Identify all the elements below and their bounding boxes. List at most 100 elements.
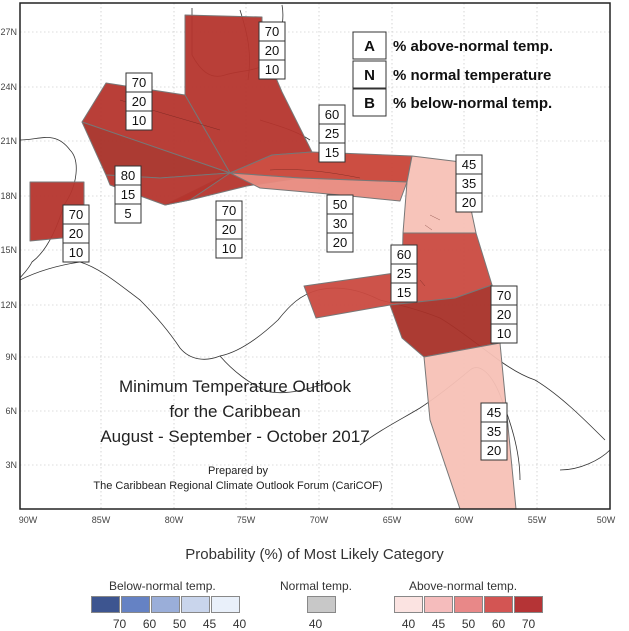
svg-text:N: N — [364, 67, 375, 84]
legend-value: 40 — [308, 617, 323, 631]
svg-text:75W: 75W — [237, 515, 256, 525]
legend-value: 50 — [461, 617, 476, 631]
svg-text:12N: 12N — [0, 300, 17, 310]
swatch-above-50 — [454, 596, 483, 613]
map-frame — [19, 2, 611, 510]
lon-axis: 90W 85W 80W 75W 70W 65W 60W 55W 50W — [19, 515, 616, 525]
prob-box-west-caribbean: 80 15 5 — [114, 165, 142, 224]
prob-box-belize: 70 20 10 — [62, 204, 90, 263]
svg-text:20: 20 — [462, 195, 476, 210]
svg-text:20: 20 — [222, 222, 236, 237]
legend-value: 70 — [112, 617, 127, 631]
svg-text:65W: 65W — [383, 515, 402, 525]
svg-text:Minimum Temperature Outlook: Minimum Temperature Outlook — [119, 377, 352, 396]
legend-value: 60 — [142, 617, 157, 631]
legend-below-label: Below-normal temp. — [109, 579, 216, 593]
svg-text:50W: 50W — [597, 515, 616, 525]
svg-text:70: 70 — [222, 203, 236, 218]
svg-text:5: 5 — [124, 206, 131, 221]
svg-text:% below-normal temp.: % below-normal temp. — [393, 95, 552, 112]
map-title: Minimum Temperature Outlook for the Cari… — [93, 377, 382, 492]
svg-text:B: B — [364, 95, 375, 112]
legend-normal-label: Normal temp. — [280, 579, 353, 593]
probability-legend: Probability (%) of Most Likely Category … — [0, 535, 629, 631]
svg-text:80: 80 — [121, 168, 135, 183]
svg-text:% normal temperature: % normal temperature — [393, 67, 551, 84]
svg-text:Prepared by: Prepared by — [208, 465, 268, 477]
legend-value: 60 — [491, 617, 506, 631]
legend-value: 40 — [232, 617, 247, 631]
prob-box-hispaniola: 60 25 15 — [318, 104, 346, 163]
svg-text:25: 25 — [325, 126, 339, 141]
svg-text:15: 15 — [325, 145, 339, 160]
prob-box-jamaica: 70 20 10 — [215, 200, 243, 259]
svg-text:6N: 6N — [5, 406, 17, 416]
svg-text:10: 10 — [265, 62, 279, 77]
svg-text:35: 35 — [462, 176, 476, 191]
legend-value: 45 — [202, 617, 217, 631]
legend-value: 70 — [521, 617, 536, 631]
prob-box-leeward: 45 35 20 — [455, 154, 483, 213]
svg-text:The Caribbean Regional Climate: The Caribbean Regional Climate Outlook F… — [93, 480, 382, 492]
svg-text:20: 20 — [333, 235, 347, 250]
svg-text:90W: 90W — [19, 515, 38, 525]
svg-text:18N: 18N — [0, 191, 17, 201]
svg-text:70W: 70W — [310, 515, 329, 525]
svg-text:for the Caribbean: for the Caribbean — [169, 402, 300, 421]
legend-value: 45 — [431, 617, 446, 631]
svg-text:70: 70 — [497, 288, 511, 303]
svg-text:10: 10 — [222, 241, 236, 256]
swatch-below-50 — [151, 596, 180, 613]
svg-text:3N: 3N — [5, 460, 17, 470]
svg-text:70: 70 — [132, 75, 146, 90]
prob-box-puerto-rico: 50 30 20 — [326, 194, 354, 253]
svg-text:10: 10 — [132, 113, 146, 128]
category-key: A % above-normal temp. N % normal temper… — [352, 31, 553, 117]
svg-text:24N: 24N — [0, 82, 17, 92]
swatch-above-40 — [394, 596, 423, 613]
svg-text:60: 60 — [397, 247, 411, 262]
swatch-above-60 — [484, 596, 513, 613]
svg-text:20: 20 — [132, 94, 146, 109]
svg-text:20: 20 — [497, 307, 511, 322]
svg-text:A: A — [364, 38, 375, 55]
svg-text:60: 60 — [325, 107, 339, 122]
svg-text:50: 50 — [333, 197, 347, 212]
svg-text:10: 10 — [69, 245, 83, 260]
svg-text:70: 70 — [265, 24, 279, 39]
key-box-b — [352, 88, 387, 117]
svg-text:85W: 85W — [92, 515, 111, 525]
svg-text:35: 35 — [487, 424, 501, 439]
svg-text:% above-normal temp.: % above-normal temp. — [393, 38, 553, 55]
legend-value: 40 — [401, 617, 416, 631]
svg-text:10: 10 — [497, 326, 511, 341]
legend-title: Probability (%) of Most Likely Category — [185, 546, 444, 563]
svg-text:9N: 9N — [5, 352, 17, 362]
svg-text:15: 15 — [121, 187, 135, 202]
region-puerto-rico — [229, 172, 408, 202]
swatch-below-45 — [181, 596, 210, 613]
swatch-below-40 — [211, 596, 240, 613]
legend-above-label: Above-normal temp. — [409, 579, 518, 593]
prob-box-windward: 60 25 15 — [390, 244, 418, 303]
prob-box-guianas: 45 35 20 — [480, 402, 508, 461]
svg-text:70: 70 — [69, 207, 83, 222]
prob-box-bahamas: 70 20 10 — [258, 21, 286, 80]
svg-text:45: 45 — [462, 157, 476, 172]
prob-box-trinidad: 70 20 10 — [490, 285, 518, 344]
svg-text:27N: 27N — [0, 27, 17, 37]
swatch-normal-40 — [307, 596, 336, 613]
svg-text:21N: 21N — [0, 136, 17, 146]
svg-text:45: 45 — [487, 405, 501, 420]
swatch-below-60 — [121, 596, 150, 613]
svg-text:25: 25 — [397, 266, 411, 281]
svg-text:20: 20 — [69, 226, 83, 241]
svg-text:15: 15 — [397, 285, 411, 300]
lat-axis: 27N 24N 21N 18N 15N 12N 9N 6N 3N — [0, 27, 17, 470]
swatch-above-70 — [514, 596, 543, 613]
swatch-below-70 — [91, 596, 120, 613]
svg-text:August - September - October 2: August - September - October 2017 — [100, 427, 369, 446]
prob-box-cuba: 70 20 10 — [125, 72, 153, 131]
key-box-n — [352, 60, 387, 89]
caribbean-map: 90W 85W 80W 75W 70W 65W 60W 55W 50W 27N … — [0, 2, 616, 525]
